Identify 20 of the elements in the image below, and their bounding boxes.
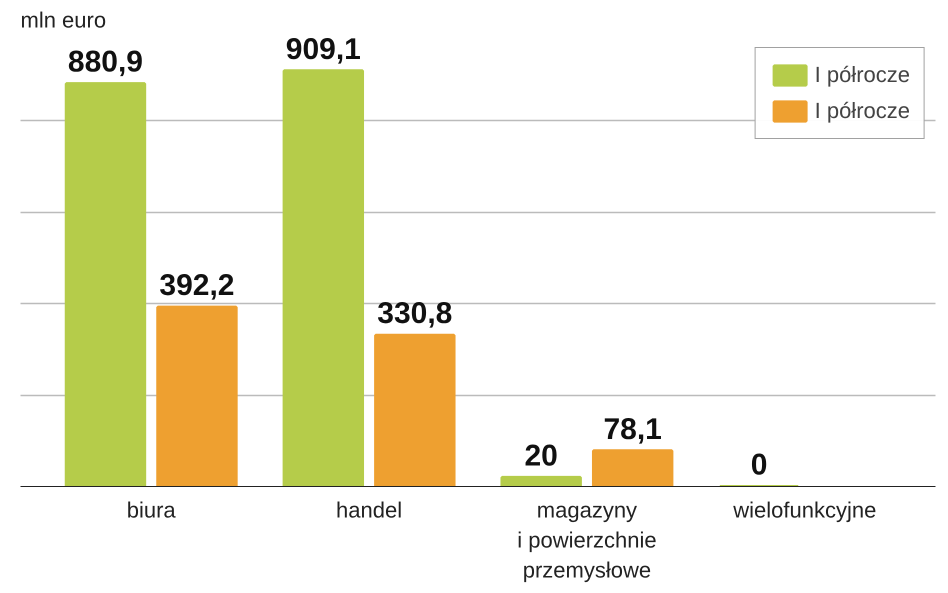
bar [64, 82, 146, 486]
data-label: 392,2 [159, 269, 235, 302]
legend-label: I półrocze [814, 62, 910, 88]
legend-label: I półrocze [814, 98, 910, 124]
bar [500, 476, 582, 486]
data-label: 880,9 [68, 46, 144, 79]
data-label: 0 [750, 448, 768, 482]
data-label: 20 [524, 439, 558, 472]
x-tick-label: magazyny i powierzchnie przemysłowe [517, 498, 657, 582]
data-label: 330,8 [377, 297, 452, 330]
x-tick-label: wielofunkcyjne [732, 498, 876, 522]
bar [592, 449, 674, 486]
x-tick-label: handel [336, 498, 402, 522]
x-tick-label: biura [126, 498, 176, 522]
bar [282, 69, 364, 486]
y-axis-title: mln euro [20, 8, 106, 32]
bar [156, 306, 238, 486]
data-label: 909,1 [286, 32, 361, 66]
bar [374, 334, 456, 486]
data-label: 78,1 [603, 412, 662, 446]
